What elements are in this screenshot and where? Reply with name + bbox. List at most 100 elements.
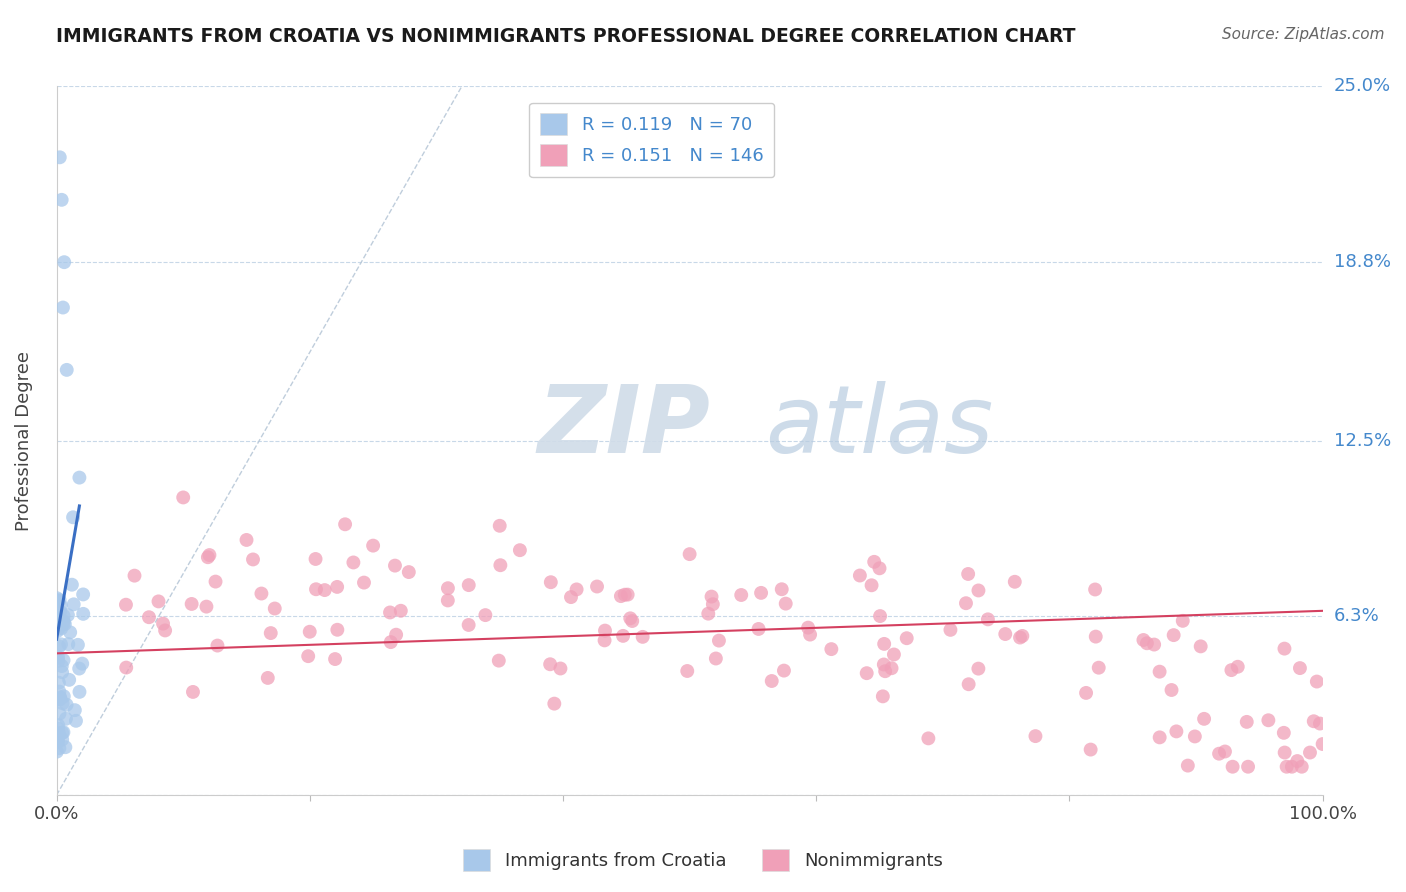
Point [855, 666, 877, 681]
Point [46, 650, 69, 665]
Point [773, 664, 796, 678]
Point [631, 630, 654, 644]
Point [586, 580, 609, 594]
Point [917, 731, 939, 746]
Point [195, 599, 218, 614]
Point [967, 662, 990, 676]
Point [1289, 661, 1312, 675]
Point [45, 745, 67, 759]
Point [994, 627, 1017, 641]
Point [197, 550, 219, 565]
Point [749, 586, 772, 600]
Point [593, 624, 616, 638]
Point [48, 692, 70, 706]
Point [509, 543, 531, 558]
Point [46, 692, 69, 706]
Point [323, 652, 346, 666]
Point [378, 606, 401, 620]
Point [55, 363, 77, 377]
Point [489, 558, 512, 573]
Point [385, 628, 408, 642]
Point [678, 547, 700, 561]
Point [1275, 760, 1298, 774]
Point [761, 673, 783, 688]
Text: 6.3%: 6.3% [1334, 607, 1379, 625]
Point [702, 597, 724, 611]
Text: 25.0%: 25.0% [1334, 78, 1391, 95]
Point [1257, 713, 1279, 727]
Point [872, 690, 894, 704]
Point [1302, 714, 1324, 729]
Point [67, 470, 90, 484]
Point [610, 589, 633, 603]
Point [46, 722, 69, 736]
Point [49, 605, 72, 619]
Point [333, 517, 356, 532]
Point [1281, 760, 1303, 774]
Point [305, 582, 328, 597]
Point [46, 733, 69, 747]
Point [49, 690, 72, 705]
Point [880, 661, 903, 675]
Point [398, 565, 420, 579]
Point [148, 594, 170, 608]
Point [65, 714, 87, 728]
Point [46, 735, 69, 749]
Point [707, 633, 730, 648]
Point [62, 510, 84, 524]
Point [621, 614, 644, 628]
Point [883, 648, 905, 662]
Point [775, 597, 797, 611]
Point [1149, 731, 1171, 745]
Point [380, 635, 402, 649]
Y-axis label: Professional Degree: Professional Degree [15, 351, 32, 531]
Point [967, 583, 990, 598]
Point [58, 637, 80, 651]
Point [1084, 630, 1107, 644]
Point [48, 675, 70, 690]
Point [49, 637, 72, 651]
Point [1189, 640, 1212, 654]
Point [1136, 636, 1159, 650]
Point [297, 649, 319, 664]
Point [1160, 683, 1182, 698]
Point [172, 491, 194, 505]
Text: Source: ZipAtlas.com: Source: ZipAtlas.com [1222, 27, 1385, 42]
Point [1226, 659, 1249, 673]
Point [593, 633, 616, 648]
Point [616, 588, 638, 602]
Point [46, 615, 69, 629]
Point [298, 624, 321, 639]
Point [1008, 631, 1031, 645]
Point [384, 558, 406, 573]
Point [207, 639, 229, 653]
Point [52, 653, 75, 667]
Point [52, 696, 75, 710]
Point [613, 588, 636, 602]
Point [957, 566, 980, 581]
Point [49, 691, 72, 706]
Text: ZIP: ZIP [537, 381, 710, 473]
Text: atlas: atlas [766, 381, 994, 472]
Point [46, 727, 69, 741]
Point [138, 610, 160, 624]
Point [342, 556, 364, 570]
Point [474, 608, 496, 623]
Point [565, 582, 588, 597]
Point [1274, 641, 1296, 656]
Point [1309, 716, 1331, 731]
Point [52, 616, 75, 631]
Point [48, 727, 70, 741]
Point [612, 629, 634, 643]
Point [389, 604, 412, 618]
Point [1237, 760, 1260, 774]
Point [55, 712, 77, 726]
Text: IMMIGRANTS FROM CROATIA VS NONIMMIGRANTS PROFESSIONAL DEGREE CORRELATION CHART: IMMIGRANTS FROM CROATIA VS NONIMMIGRANTS… [56, 27, 1076, 45]
Point [53, 740, 76, 755]
Point [48, 622, 70, 636]
Point [543, 697, 565, 711]
Point [1274, 746, 1296, 760]
Point [1074, 686, 1097, 700]
Point [46, 608, 69, 623]
Point [55, 698, 77, 712]
